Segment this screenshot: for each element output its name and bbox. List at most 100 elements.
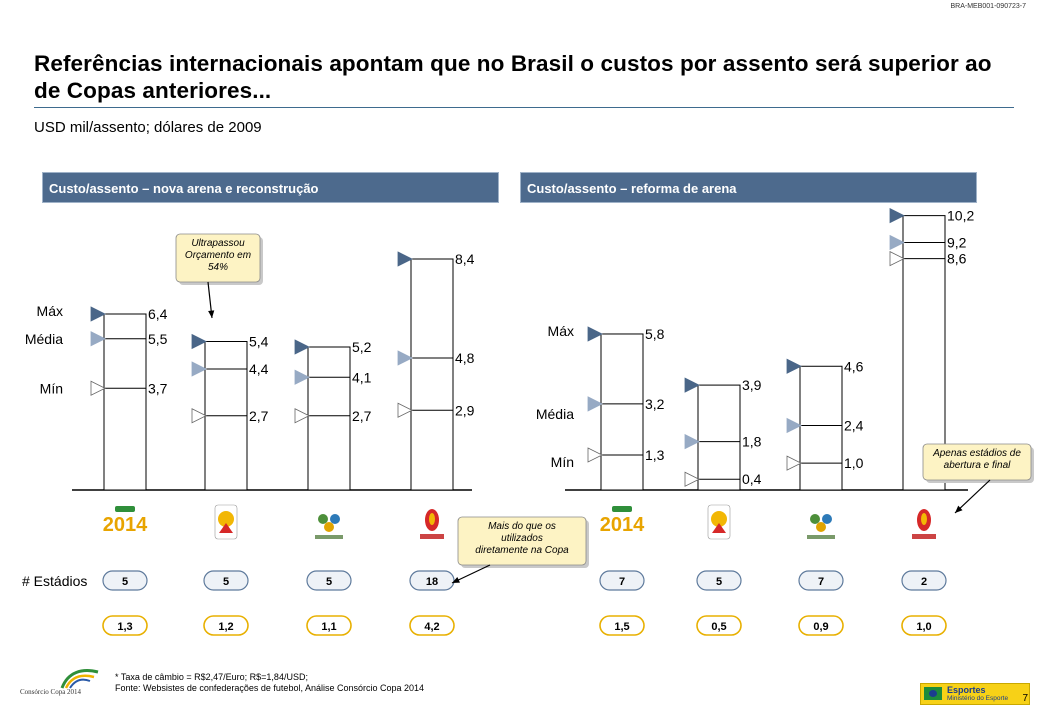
renovation-secondary-value: 1,5 [614,621,629,633]
de-face-icon [810,514,820,524]
callout-opening-final-box [922,443,1032,481]
label-mean: Média [25,331,63,347]
document-code: BRA-MEB001-090723-7 [950,3,1027,10]
callout-more-than-used-box [457,516,587,566]
renovation-mean-label: 9,2 [947,235,967,251]
new-arena-max-label: 5,4 [249,334,269,350]
callout-more-than-used-arrow-head [452,577,460,583]
callout-more-than-used-text: utilizados [501,533,543,544]
renovation-secondary-value: 1,0 [916,621,931,633]
new-arena-mean-marker [294,369,310,385]
new-arena-max-marker [294,339,310,355]
renovation-brasil-2014-logo: 2014 [600,506,645,536]
de-face-icon [330,514,340,524]
renovation-mean-marker [889,234,905,251]
new-arena-secondary-oval [306,615,352,636]
callout-more-than-used-text: Mais do que os [488,521,556,532]
title-divider [34,107,1014,108]
callout-opening-final-arrow-line [954,479,991,514]
ministry-logo: Esportes Ministério do Esporte [920,683,1030,705]
renovation-min-label: 8,6 [947,251,967,267]
new-arena-stadium-count-oval [203,570,249,591]
panel-header-renovation: Custo/assento – reforma de arena [520,172,977,203]
footnote: * Taxa de câmbio = R$2,47/Euro; R$=1,84/… [115,672,424,694]
ministry-line2: Ministério do Esporte [947,695,1009,702]
renovation-max-marker [587,326,603,342]
page-subtitle: USD mil/assento; dólares de 2009 [34,119,262,136]
renovation-south-africa-2010-logo [707,504,731,540]
page-title: Referências internacionais apontam que n… [34,51,992,103]
de-face-icon [324,522,334,532]
brasil-2014-mark: 2014 [600,514,645,536]
renovation-min-marker [786,455,802,471]
new-arena-column [410,258,454,491]
new-arena-min-label: 2,7 [249,408,269,424]
sa-ball-icon [218,511,234,527]
kj-trophy-icon [921,513,927,525]
renovation-column [697,384,741,491]
label-mean: Média [536,406,574,422]
renovation-min-marker [684,471,700,487]
new-arena-max-marker [90,306,106,322]
renovation-stadium-count-oval [798,570,844,591]
renovation-germany-2006-logo [807,514,835,539]
new-arena-mean-marker [90,331,106,347]
renovation-max-marker [684,377,700,393]
brand-swoosh-icon [60,669,99,689]
new-arena-max-label: 5,2 [352,339,372,355]
label-max: Máx [37,303,63,319]
new-arena-min-label: 2,7 [352,408,372,424]
kj-wordmark-icon [912,534,936,539]
callout-opening-final-arrow-head [955,505,963,513]
brasil-banner-icon [115,506,135,512]
new-arena-germany-2006-logo [315,514,343,539]
renovation-max-label: 3,9 [742,377,762,393]
new-arena-secondary-oval [102,615,148,636]
renovation-max-label: 4,6 [844,358,864,374]
new-arena-max-marker [397,251,413,267]
label-min: Mín [40,380,63,396]
footnote-source: Fonte: Websistes de confederações de fut… [115,683,425,693]
new-arena-secondary-value: 1,2 [218,621,233,633]
new-arena-secondary-oval [203,615,249,636]
label-max: Máx [548,323,574,339]
new-arena-secondary-value: 4,2 [424,621,439,633]
new-arena-secondary-value: 1,1 [321,621,336,633]
renovation-stadium-count-oval [599,570,645,591]
new-arena-mean-marker [397,350,413,366]
renovation-stadium-count-oval [901,570,947,591]
renovation-max-label: 10,2 [947,208,974,224]
sa-player-icon [219,523,233,533]
panel-header-new-arena: Custo/assento – nova arena e reconstruçã… [42,172,499,203]
renovation-min-marker [587,447,603,463]
new-arena-mean-label: 5,5 [148,331,168,347]
renovation-min-label: 1,0 [844,455,864,471]
callout-over-budget-text: Orçamento em [185,250,251,261]
new-arena-stadium-count-oval [409,570,455,591]
renovation-secondary-oval [696,615,742,636]
new-arena-min-label: 3,7 [148,380,168,396]
ministry-line1: Esportes [947,685,986,695]
renovation-mean-marker [684,433,700,450]
de-face-icon [816,522,826,532]
new-arena-max-marker [191,333,207,350]
renovation-min-label: 0,4 [742,471,762,487]
new-arena-min-marker [294,408,310,424]
consorcio-copa-logo: Consórcio Copa 2014 [18,668,114,700]
callout-over-budget-box [175,233,261,283]
new-arena-max-label: 8,4 [455,251,475,267]
new-arena-stadium-count: 18 [426,576,438,588]
renovation-stadium-count-oval [696,570,742,591]
new-arena-mean-marker [191,361,207,377]
kj-trophy-icon [429,513,435,525]
renovation-min-label: 1,3 [645,447,665,463]
new-arena-stadium-count: 5 [122,576,128,588]
renovation-mean-label: 1,8 [742,434,762,450]
renovation-min-marker [889,251,905,267]
new-arena-mean-label: 4,1 [352,369,372,385]
new-arena-korea-japan-2002-logo [420,509,444,539]
renovation-secondary-value: 0,5 [711,621,726,633]
de-face-icon [318,514,328,524]
callout-over-budget-arrow-head [208,310,215,318]
